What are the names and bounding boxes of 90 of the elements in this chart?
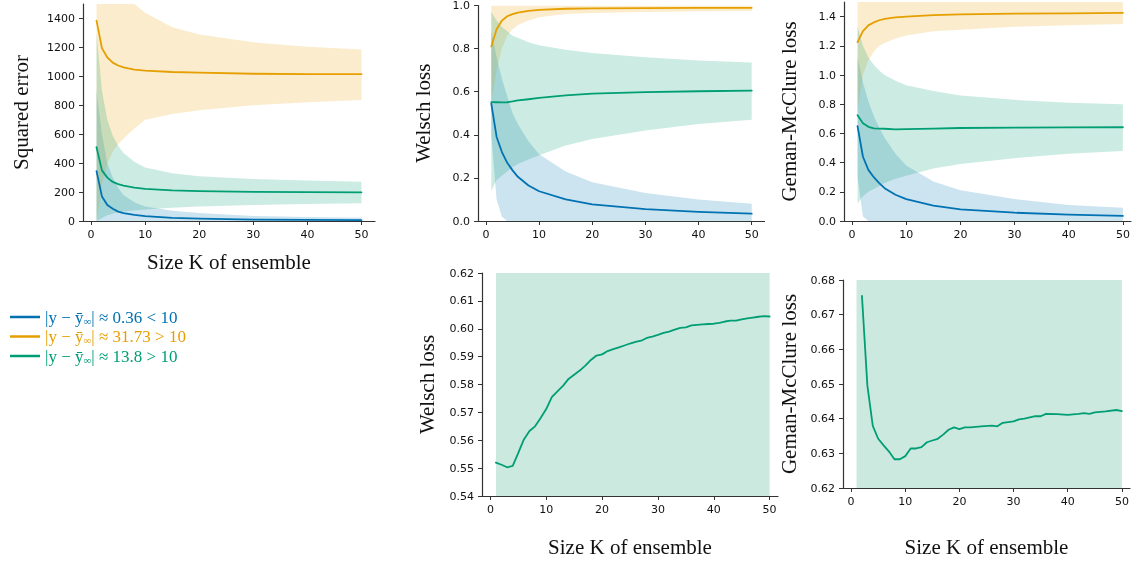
y-tick-label: 0.57 xyxy=(449,405,474,419)
y-tick-label: 1400 xyxy=(47,11,75,25)
y-tick-label: 200 xyxy=(54,185,75,199)
x-tick-label: 10 xyxy=(532,228,547,241)
legend-label: |y − ȳ∞| ≈ 0.36 < 10 xyxy=(45,307,178,327)
line-series xyxy=(490,6,753,48)
y-axis-title: Welsch loss xyxy=(414,334,439,435)
y-tick-label: 0.6 xyxy=(818,126,836,140)
y-tick-label: 0.65 xyxy=(810,377,835,391)
x-axis-title: Size K of ensemble xyxy=(548,534,712,559)
line-series xyxy=(490,89,753,104)
x-axis-title: Size K of ensemble xyxy=(147,249,311,274)
y-tick-label: 0.54 xyxy=(449,489,474,503)
legend-label: |y − ȳ∞| ≈ 13.8 > 10 xyxy=(45,346,178,366)
x-tick-label: 0 xyxy=(847,495,855,508)
y-tick-label: 0.58 xyxy=(449,378,474,391)
y-tick-label: 0.4 xyxy=(818,156,836,170)
y-tick-label: 1000 xyxy=(47,69,75,83)
x-tick-label: 10 xyxy=(539,503,554,516)
line-series xyxy=(861,295,1123,461)
y-axis-title: Geman-McClure loss xyxy=(776,293,801,475)
x-tick-label: 50 xyxy=(354,228,369,241)
x-tick-label: 0 xyxy=(87,228,95,241)
x-tick-label: 20 xyxy=(585,228,600,241)
y-tick-label: 0.59 xyxy=(449,350,474,364)
y-tick-label: 0.0 xyxy=(452,214,470,228)
y-axis-title: Geman-McClure loss xyxy=(776,21,801,202)
y-tick-label: 1.0 xyxy=(452,0,470,12)
x-tick-label: 20 xyxy=(595,503,610,516)
x-tick-label: 40 xyxy=(1060,495,1075,508)
y-tick-label: 0.63 xyxy=(810,446,835,460)
x-tick-label: 50 xyxy=(1115,228,1130,241)
y-tick-label: 0.60 xyxy=(449,322,474,336)
y-tick-label: 0.62 xyxy=(449,266,474,280)
y-tick-label: 400 xyxy=(54,156,75,170)
x-tick-label: 20 xyxy=(953,228,968,241)
y-tick-label: 1.2 xyxy=(818,39,836,53)
y-tick-label: 0.8 xyxy=(452,42,470,56)
legend-label: |y − ȳ∞| ≈ 31.73 > 10 xyxy=(45,327,186,346)
x-tick-label: 40 xyxy=(691,228,706,241)
line-series xyxy=(95,146,363,194)
y-tick-label: 1.0 xyxy=(818,68,836,82)
y-tick-label: 0.68 xyxy=(810,273,835,287)
x-tick-label: 40 xyxy=(300,228,315,241)
y-tick-label: 0.8 xyxy=(818,97,836,111)
line-series xyxy=(856,12,1124,44)
y-tick-label: 1200 xyxy=(47,40,75,54)
x-tick-label: 10 xyxy=(898,495,913,508)
x-tick-label: 0 xyxy=(482,228,490,241)
y-tick-label: 0.56 xyxy=(449,433,474,447)
y-tick-label: 0.55 xyxy=(449,461,474,475)
y-axis-title: Squared error xyxy=(8,55,33,170)
y-tick-label: 0.67 xyxy=(810,308,835,322)
x-tick-label: 0 xyxy=(848,228,856,241)
line-series xyxy=(95,19,363,76)
line-series xyxy=(856,125,1124,217)
line-series xyxy=(95,170,363,222)
y-tick-label: 0.61 xyxy=(449,294,474,308)
y-tick-label: 600 xyxy=(54,127,75,141)
x-tick-label: 30 xyxy=(246,228,261,241)
x-axis-title: Size K of ensemble xyxy=(904,534,1069,559)
x-tick-label: 40 xyxy=(706,503,721,516)
x-tick-label: 10 xyxy=(138,228,153,241)
line-series xyxy=(856,114,1124,131)
x-tick-label: 0 xyxy=(486,503,494,516)
x-tick-label: 20 xyxy=(192,228,207,241)
y-tick-label: 1.4 xyxy=(818,10,836,24)
x-tick-label: 20 xyxy=(952,495,967,508)
y-tick-label: 0.4 xyxy=(452,128,470,142)
x-tick-label: 50 xyxy=(762,503,777,516)
y-axis-title: Welsch loss xyxy=(410,63,435,163)
y-tick-label: 0.64 xyxy=(810,412,835,426)
x-tick-label: 40 xyxy=(1061,228,1076,241)
x-tick-label: 30 xyxy=(650,503,665,516)
line-series xyxy=(490,102,753,215)
x-tick-label: 10 xyxy=(899,228,914,241)
y-tick-label: 0.6 xyxy=(452,85,470,99)
y-tick-label: 0.66 xyxy=(810,342,835,356)
x-tick-label: 30 xyxy=(1006,495,1021,508)
x-tick-label: 50 xyxy=(744,228,759,241)
y-tick-label: 0.2 xyxy=(452,171,470,185)
y-tick-label: 0.62 xyxy=(810,481,835,495)
x-tick-label: 30 xyxy=(1007,228,1022,241)
y-tick-label: 0.2 xyxy=(818,185,836,199)
y-tick-label: 800 xyxy=(54,98,75,112)
x-tick-label: 50 xyxy=(1114,495,1129,508)
line-series xyxy=(495,315,771,469)
y-tick-label: 0 xyxy=(68,214,75,228)
x-tick-label: 30 xyxy=(638,228,653,241)
y-tick-label: 0.0 xyxy=(818,214,836,228)
